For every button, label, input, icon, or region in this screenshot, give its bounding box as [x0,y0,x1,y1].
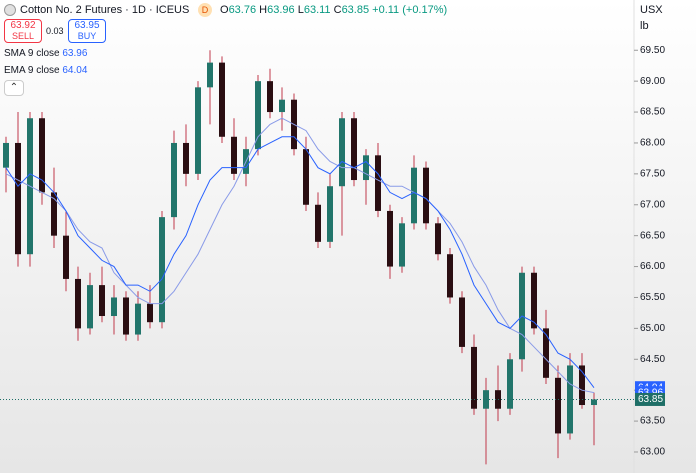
y-tick-label: 69.00 [640,76,665,87]
ma-line [5,136,595,389]
sell-label: SELL [11,31,35,41]
buy-label: BUY [77,31,97,41]
unit[interactable]: lb [640,20,649,32]
status-badge[interactable]: D [198,3,212,17]
candle-body [399,223,405,267]
c-label: C [333,4,342,16]
sell-price: 63.92 [10,20,36,31]
candle-body [423,167,429,224]
change: +0.11 (+0.17%) [372,4,448,16]
candle-body [339,118,345,187]
l-value: 63.11 [303,4,331,16]
last-price-tag-label: 63.85 [638,394,663,405]
candle-body [111,297,117,317]
buy-price: 63.95 [74,20,100,31]
candle-body [591,399,597,406]
y-tick-label: 68.50 [640,107,665,118]
candle-body [459,297,465,347]
candle-body [555,377,561,434]
y-tick-label: 68.00 [640,138,665,149]
y-tick-label: 66.50 [640,230,665,241]
candle-body [219,62,225,137]
candle-body [303,149,309,205]
sma-legend[interactable]: SMA 9 close 63.96 [4,48,87,59]
ohlc: O63.76 H63.96 L63.11 C63.85 +0.11 (+0.17… [220,4,447,16]
candle-body [411,167,417,224]
y-tick-label: 63.00 [640,447,665,458]
o-value: 63.76 [228,4,257,16]
y-tick-label: 63.50 [640,416,665,427]
candle-body [531,272,537,329]
candle-body [147,303,153,323]
candle-body [207,62,213,88]
l-label: L [297,4,304,16]
candle-body [171,142,177,218]
candle-body [123,297,129,335]
candle-body [159,217,165,323]
candle-body [231,136,237,174]
h-value: 63.96 [267,4,295,16]
symbol-icon [4,4,16,19]
last-price-tag [635,392,665,406]
sma-name: SMA 9 close [4,48,60,59]
candle-body [39,118,45,193]
o-label: O [220,4,229,16]
currency[interactable]: USX [640,4,663,16]
y-tick-label: 69.50 [640,45,665,56]
sma-tag-label: 63.96 [638,387,663,398]
candle-body [363,155,369,181]
candle-body [63,235,69,279]
h-label: H [259,4,268,16]
candle-body [447,254,453,298]
symbol-title[interactable]: Cotton No. 2 Futures · 1D · ICEUS [20,4,190,16]
buy-button[interactable]: 63.95 BUY [68,19,106,43]
ema-name: EMA 9 close [4,65,60,76]
candle-body [327,186,333,242]
candle-body [99,285,105,317]
candle-body [15,142,21,255]
ema-value: 64.04 [62,65,88,76]
candle-body [51,192,57,236]
candle-body [351,118,357,181]
sma-value: 63.96 [62,48,88,59]
candle-body [435,223,441,255]
candle-body [279,99,285,113]
spread: 0.03 [46,26,64,36]
candle-body [375,155,381,211]
candle-body [195,87,201,174]
candle-body [135,303,141,335]
c-value: 63.85 [341,4,370,16]
candle-body [471,346,477,409]
collapse-button[interactable]: ⌃ [4,80,24,96]
candle-body [3,142,9,168]
y-tick-label: 67.50 [640,169,665,180]
candle-body [75,278,81,329]
candle-body [183,142,189,174]
sell-button[interactable]: 63.92 SELL [4,19,42,43]
candle-body [255,81,261,150]
ema-legend[interactable]: EMA 9 close 64.04 [4,65,87,76]
candle-body [267,81,273,113]
candle-body [315,204,321,242]
y-tick-label: 65.00 [640,323,665,334]
y-tick-label: 66.00 [640,261,665,272]
candle-body [507,359,513,409]
candle-body [543,328,549,378]
ma-line [5,117,595,394]
candle-body [579,365,585,406]
y-tick-label: 64.50 [640,354,665,365]
y-tick-label: 65.50 [640,292,665,303]
candle-body [387,210,393,267]
candle-body [87,285,93,329]
y-tick-label: 67.00 [640,199,665,210]
